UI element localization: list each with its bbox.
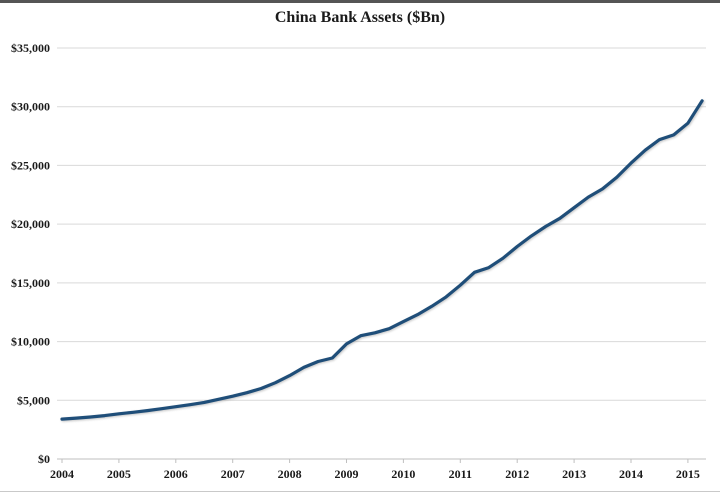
- x-axis-tick-label: 2013: [562, 467, 586, 481]
- x-axis-tick-label: 2015: [676, 467, 700, 481]
- y-axis-tick-label: $15,000: [11, 276, 50, 290]
- x-axis-tick-label: 2007: [221, 467, 245, 481]
- y-axis-tick-label: $30,000: [11, 100, 50, 114]
- y-axis-tick-label: $0: [38, 452, 50, 466]
- x-axis-tick-label: 2014: [619, 467, 643, 481]
- x-axis-tick-label: 2010: [391, 467, 415, 481]
- y-axis-tick-label: $35,000: [11, 41, 50, 55]
- y-axis-tick-label: $25,000: [11, 158, 50, 172]
- y-axis-tick-label: $10,000: [11, 335, 50, 349]
- series-line-china-bank-assets: [60, 99, 704, 421]
- x-axis-tick-label: 2004: [50, 467, 74, 481]
- x-axis-tick-label: 2008: [278, 467, 302, 481]
- y-axis-tick-label: $20,000: [11, 217, 50, 231]
- x-axis-tick-label: 2005: [107, 467, 131, 481]
- chart-title: China Bank Assets ($Bn): [274, 9, 446, 26]
- x-axis-tick-label: 2011: [449, 467, 472, 481]
- x-axis-tick-label: 2009: [335, 467, 359, 481]
- window-top-border: [0, 0, 720, 3]
- x-axis-tick-label: 2006: [164, 467, 188, 481]
- x-axis-tick-label: 2012: [505, 467, 529, 481]
- y-axis-tick-label: $5,000: [17, 393, 50, 407]
